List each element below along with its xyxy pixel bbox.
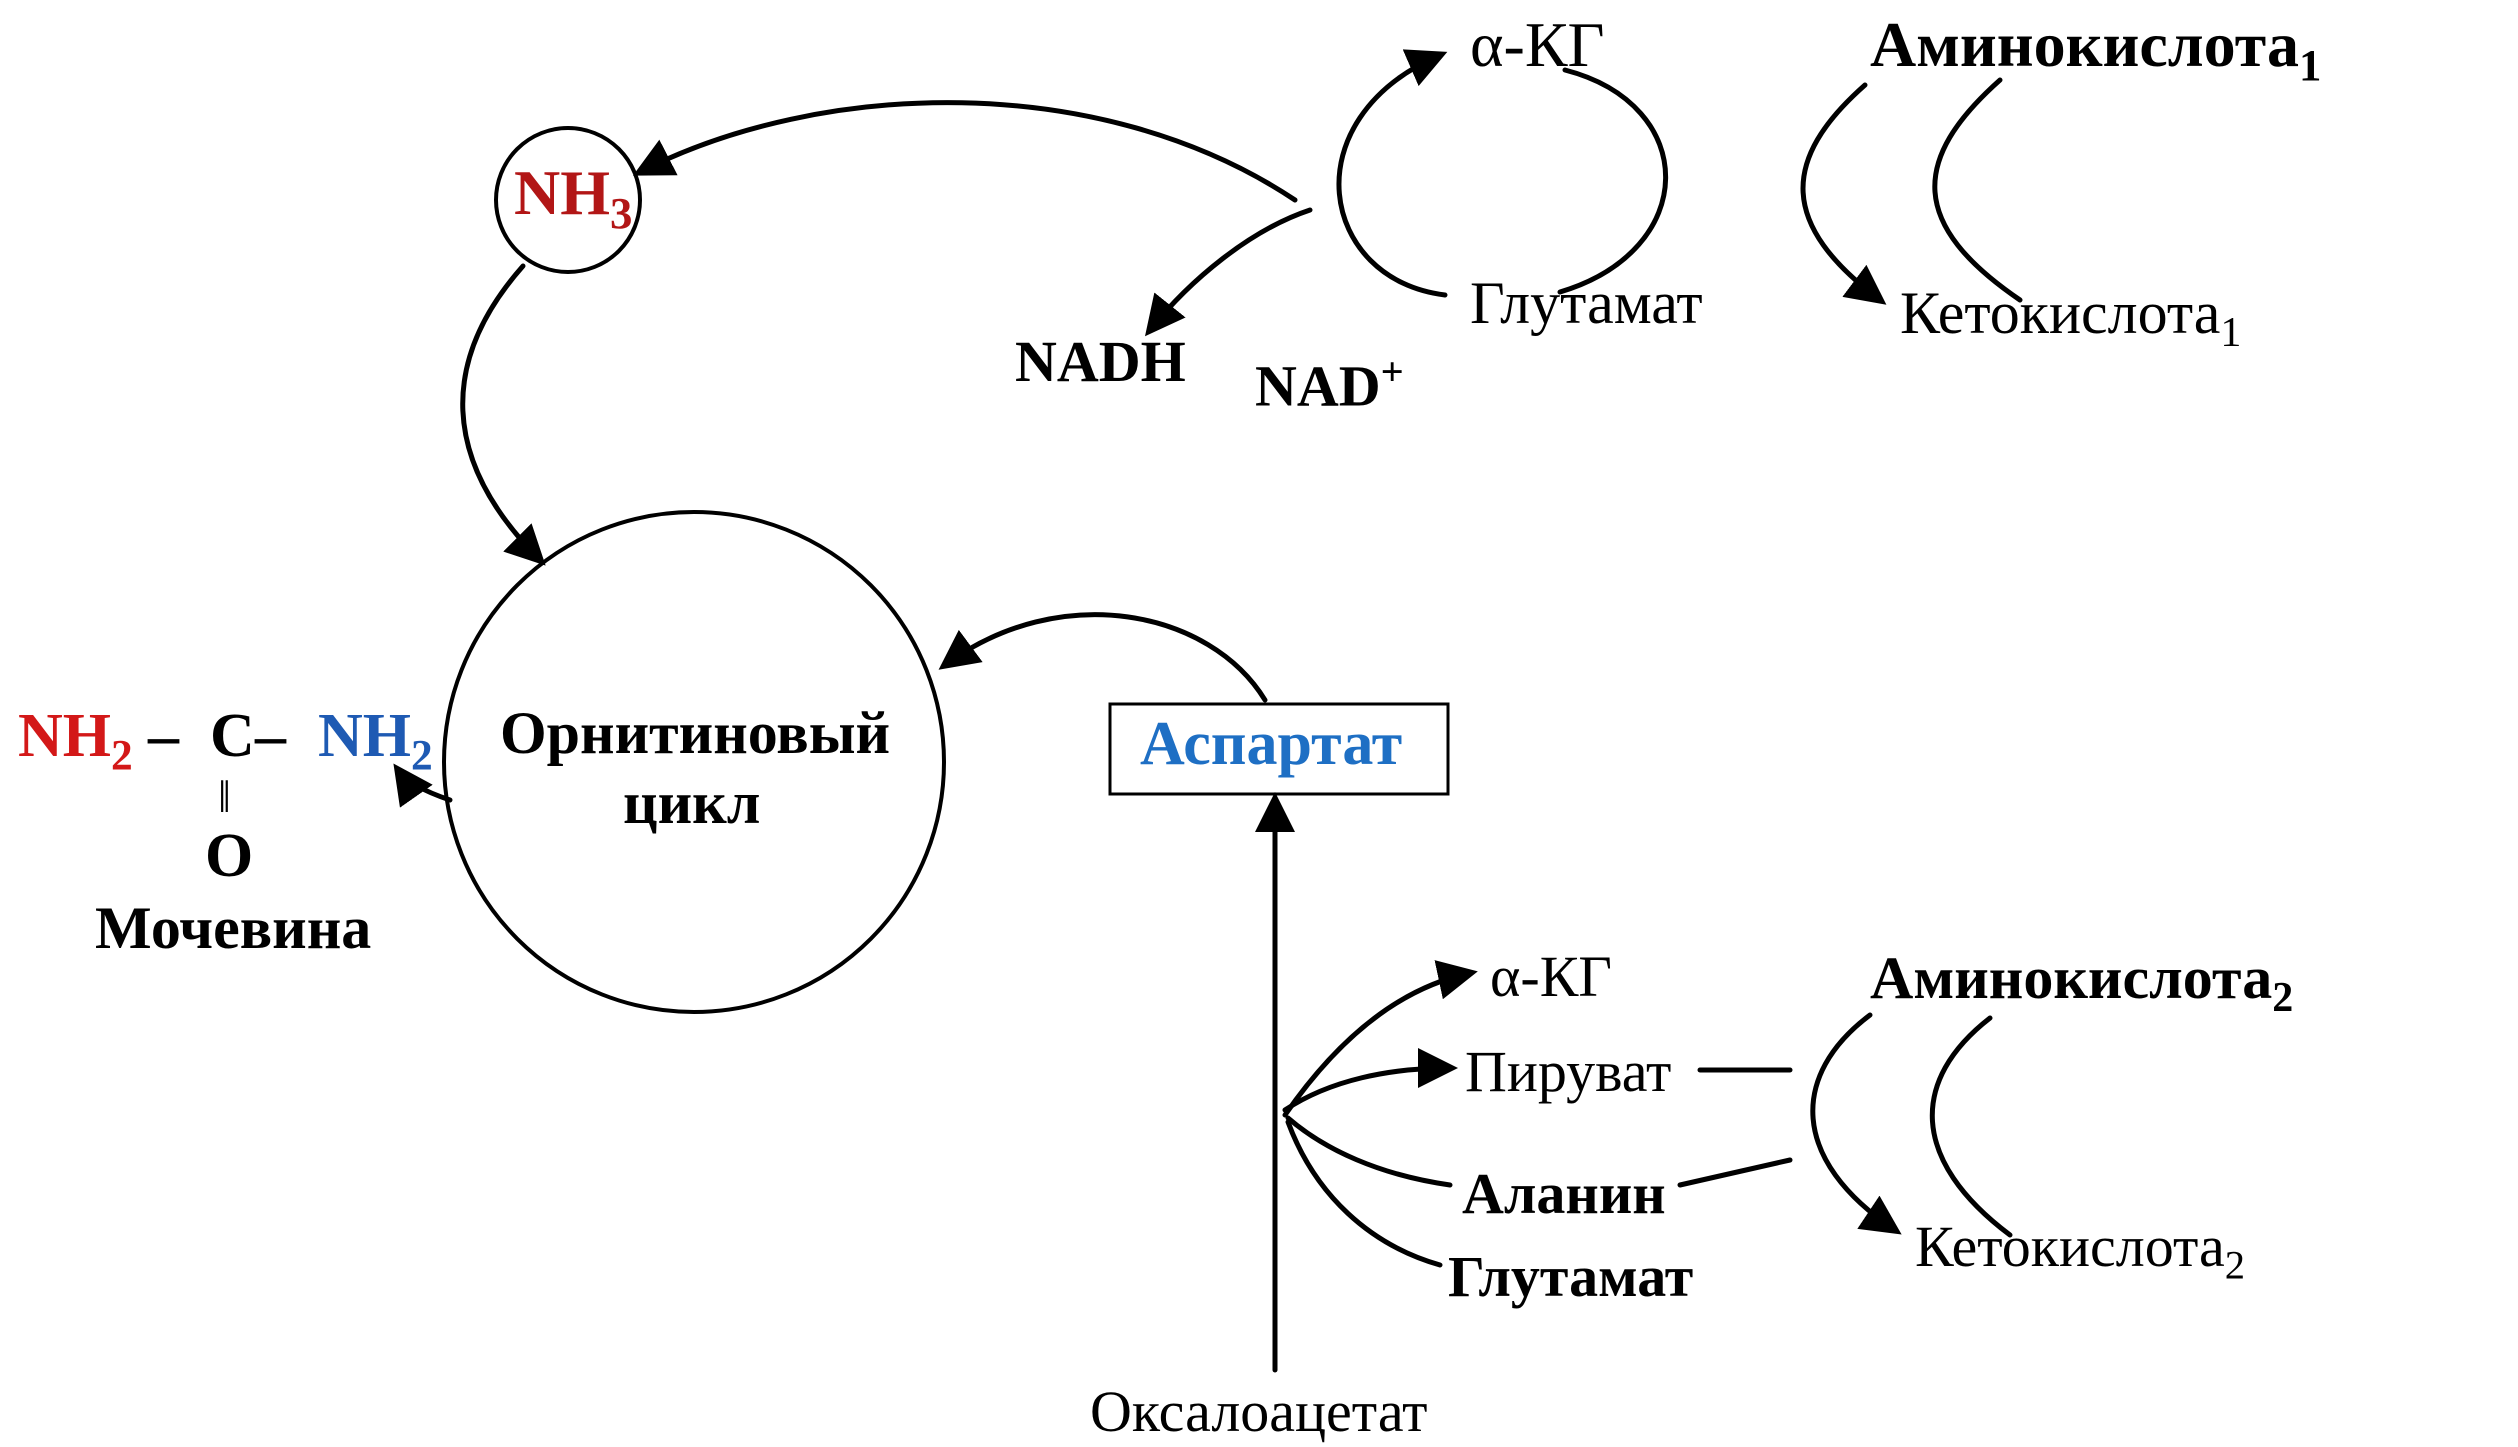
arrow-nadh-branch [1150, 210, 1310, 330]
label-oxaloacetate: Оксалоацетат [1090, 1380, 1427, 1444]
label-glutamate_bot: Глутамат [1448, 1245, 1693, 1309]
arrow-ala-link [1680, 1160, 1790, 1185]
label-dbl: ‖ [218, 772, 231, 823]
label-nadp: NAD+ [1255, 350, 1404, 418]
arrow-bot-ala-in [1288, 1118, 1450, 1185]
label-nh3: NH3 [514, 158, 632, 238]
arrow-glu-to-nh3 [640, 103, 1295, 200]
label-nh2_red: NH2 [18, 702, 133, 780]
label-o: O [205, 822, 253, 890]
arrow-bot-right-down [1813, 1015, 1895, 1230]
label-alpha_kg_bot: α-КГ [1490, 945, 1612, 1009]
arrow-asp-to-cycle [945, 615, 1265, 700]
label-keto2: Кетокислота2 [1915, 1215, 2245, 1288]
label-amino2: Аминокислота2 [1870, 945, 2293, 1021]
label-alanine: Аланин [1462, 1162, 1666, 1226]
arrow-bot-glu-in [1288, 1122, 1440, 1265]
label-nadh: NADH [1015, 330, 1186, 394]
arrow-nh3-to-cycle [463, 266, 540, 560]
label-orni1: Орнитиновый [500, 700, 890, 766]
label-dash2: – [255, 702, 286, 770]
arrow-bot-pyr-out [1285, 1068, 1450, 1110]
label-glutamate_top: Глутамат [1470, 270, 1703, 336]
label-keto1: Кетокислота1 [1900, 280, 2241, 356]
label-orni2: цикл [623, 770, 760, 836]
label-amino1: Аминокислота1 [1870, 10, 2321, 90]
label-nh2_blue: NH2 [318, 702, 433, 780]
arrow-top-left-cycle-down [1560, 70, 1666, 292]
arrow-bot-right-up [1932, 1018, 2010, 1235]
label-c: C [210, 702, 255, 770]
label-aspartate: Аспартат [1140, 710, 1402, 778]
label-pyruvate: Пируват [1465, 1040, 1671, 1104]
label-alpha_kg_top: α-КГ [1470, 10, 1605, 80]
arrow-top-left-cycle-up [1339, 55, 1445, 295]
arrow-bot-akg-out [1285, 973, 1470, 1115]
label-dash1: – [148, 702, 179, 770]
label-urea: Мочевина [95, 895, 371, 961]
arrow-top-right-down [1803, 85, 1880, 300]
arrow-top-right-up [1935, 80, 2020, 300]
